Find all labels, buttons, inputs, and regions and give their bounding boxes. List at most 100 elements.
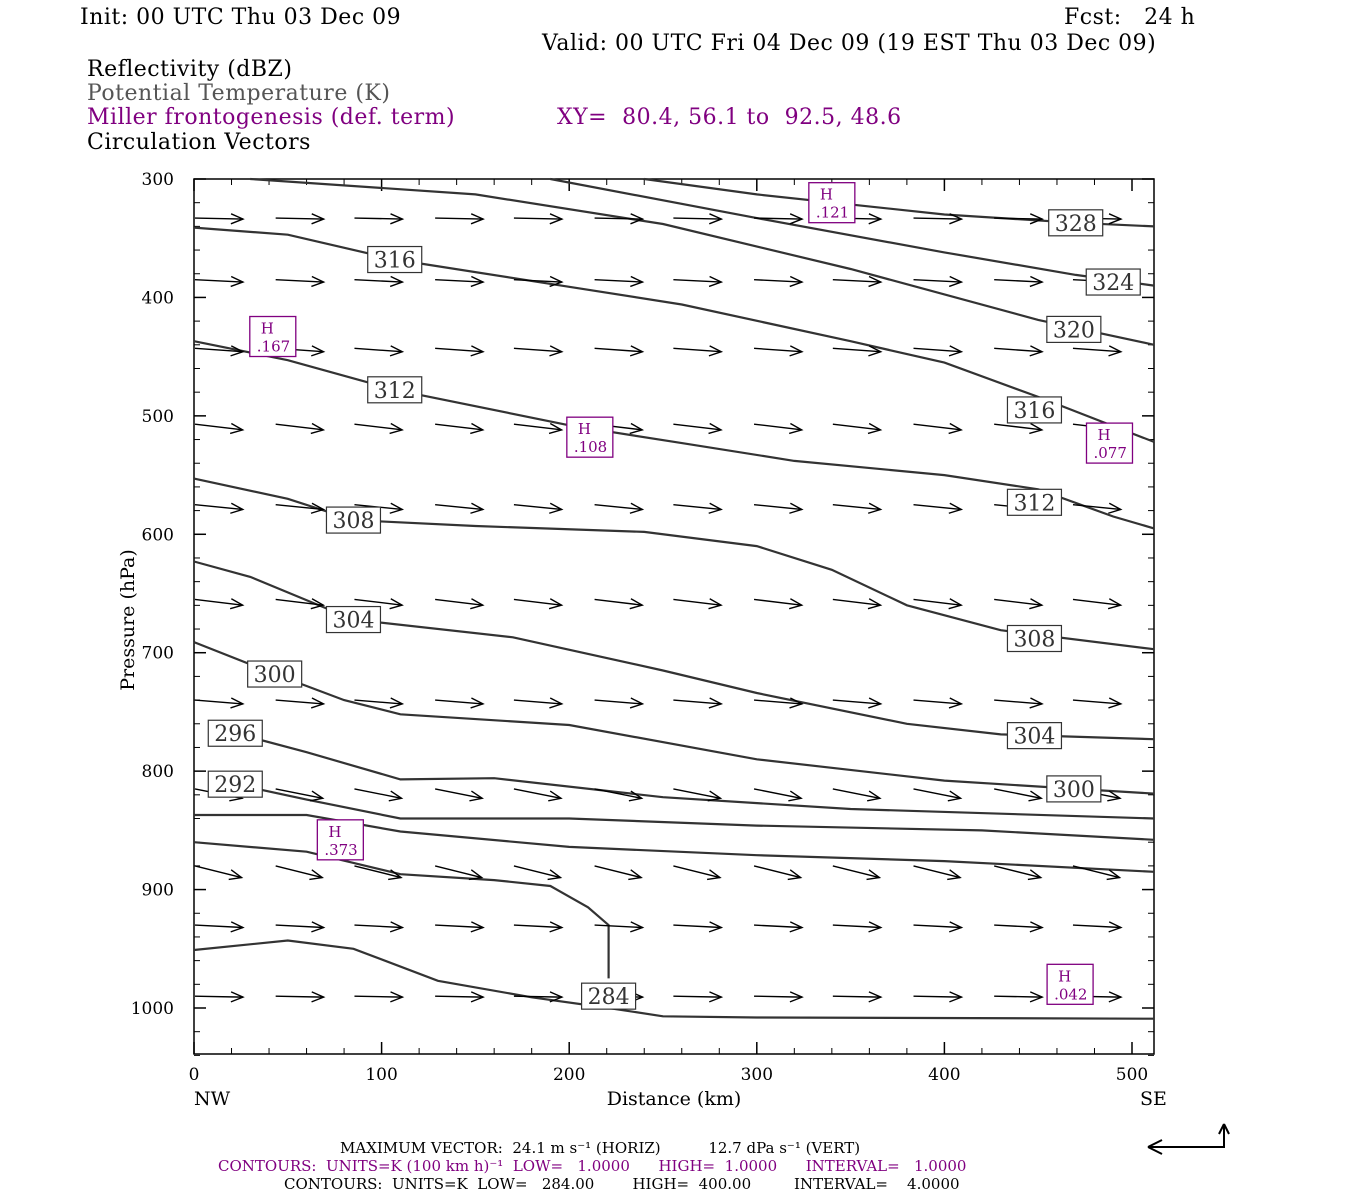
circulation-vector — [354, 991, 405, 1003]
vector-shaft — [832, 995, 881, 998]
vector-shaft — [194, 699, 243, 705]
contours-theta-note: CONTOURS: UNITS=K LOW= 284.00 HIGH= 400.… — [284, 1175, 960, 1193]
y-tick-label: 500 — [142, 407, 174, 427]
circulation-vector — [594, 921, 645, 933]
circulation-vector — [513, 275, 564, 288]
circulation-vector — [275, 697, 326, 709]
circulation-vector — [753, 345, 804, 357]
vector-head — [948, 422, 963, 435]
vector-head — [789, 991, 804, 1003]
vector-shaft — [354, 995, 403, 998]
circulation-vector — [434, 788, 484, 802]
vector-head — [470, 213, 485, 225]
vector-shaft — [194, 503, 243, 511]
circulation-vector — [673, 697, 724, 709]
isentrope-label-box — [367, 245, 423, 274]
y-tick-label: 800 — [142, 762, 174, 782]
isentrope-label: 300 — [1053, 778, 1095, 803]
circulation-vector — [594, 865, 643, 881]
vector-shaft — [754, 924, 803, 929]
circulation-vector — [354, 213, 405, 225]
vector-shaft — [194, 995, 244, 998]
vector-head — [868, 213, 883, 225]
vector-head — [789, 598, 804, 610]
vector-shaft — [753, 865, 801, 879]
circulation-vector — [435, 213, 485, 225]
circulation-vector — [673, 788, 723, 802]
vector-shaft — [753, 503, 802, 511]
isentrope-label: 316 — [1013, 399, 1055, 424]
circulation-vector — [354, 275, 405, 288]
reference-vector-icon — [1147, 1123, 1230, 1155]
isentrope-label: 308 — [332, 509, 374, 534]
vector-head — [310, 422, 326, 435]
vector-head — [311, 213, 326, 225]
vector-shaft — [1072, 924, 1121, 929]
fg-max-value: .108 — [574, 438, 607, 456]
x-tick-label: 0 — [189, 1065, 200, 1085]
circulation-vector — [194, 991, 245, 1003]
circulation-vector — [754, 991, 804, 1003]
vector-shaft — [594, 347, 643, 353]
fg-max-value: .373 — [324, 841, 357, 859]
vector-shaft — [913, 865, 961, 879]
vector-head — [230, 345, 245, 357]
vector-shaft — [275, 503, 324, 511]
vector-shaft — [275, 598, 324, 606]
isentrope-label-box — [207, 770, 263, 798]
circulation-vector — [994, 345, 1044, 357]
circulation-vector — [434, 865, 484, 881]
vector-shaft — [832, 924, 881, 929]
fg-high-letter: H — [328, 823, 341, 841]
isentrope-label: 304 — [1013, 725, 1055, 750]
vector-head — [1107, 598, 1123, 610]
isentrope-label-box — [1046, 315, 1102, 344]
circulation-vector — [513, 598, 564, 610]
vector-head — [311, 345, 326, 357]
vector-shaft — [513, 865, 561, 879]
circulation-vector — [913, 788, 963, 802]
vector-head — [389, 422, 404, 435]
circulation-vector — [194, 275, 245, 288]
isentrope-line — [235, 732, 1155, 820]
vector-head — [708, 345, 724, 357]
circulation-vector — [594, 275, 645, 288]
vector-head — [948, 502, 964, 514]
vector-shaft — [913, 699, 962, 705]
vector-head — [1108, 697, 1123, 709]
valid-time: Valid: 00 UTC Fri 04 Dec 09 (19 EST Thu … — [542, 31, 1157, 56]
x-end-label-left: NW — [194, 1088, 231, 1110]
vector-shaft — [594, 278, 643, 283]
circulation-vector — [435, 345, 485, 357]
vector-head — [867, 790, 882, 802]
isentrope-label-box — [247, 660, 303, 688]
circulation-vector — [513, 865, 563, 881]
circulation-vector — [994, 275, 1044, 288]
x-tick-label: 100 — [365, 1065, 397, 1085]
vector-head — [868, 275, 883, 288]
fg-high-letter: H — [820, 186, 833, 204]
vector-shaft — [194, 865, 242, 879]
isentrope-label: 312 — [1013, 491, 1055, 516]
vector-shaft — [435, 423, 483, 431]
circulation-vector — [1072, 345, 1123, 357]
circulation-vector — [913, 345, 964, 357]
vector-head — [948, 598, 963, 610]
vector-head — [629, 502, 645, 514]
circulation-vector — [194, 598, 245, 610]
circulation-vector — [435, 921, 485, 933]
circulation-vector — [435, 991, 485, 1003]
x-tick-label: 500 — [1116, 1065, 1148, 1085]
vector-head — [1028, 790, 1044, 802]
circulation-vector — [354, 921, 405, 933]
vector-head — [1108, 921, 1123, 933]
vector-head — [1029, 921, 1044, 933]
isentrope-label-box — [367, 376, 423, 404]
vector-shaft — [513, 699, 562, 705]
circulation-vector — [673, 345, 724, 357]
vector-head — [470, 921, 485, 933]
vector-head — [709, 991, 724, 1003]
vector-head — [1029, 697, 1044, 709]
vector-head — [867, 502, 883, 514]
